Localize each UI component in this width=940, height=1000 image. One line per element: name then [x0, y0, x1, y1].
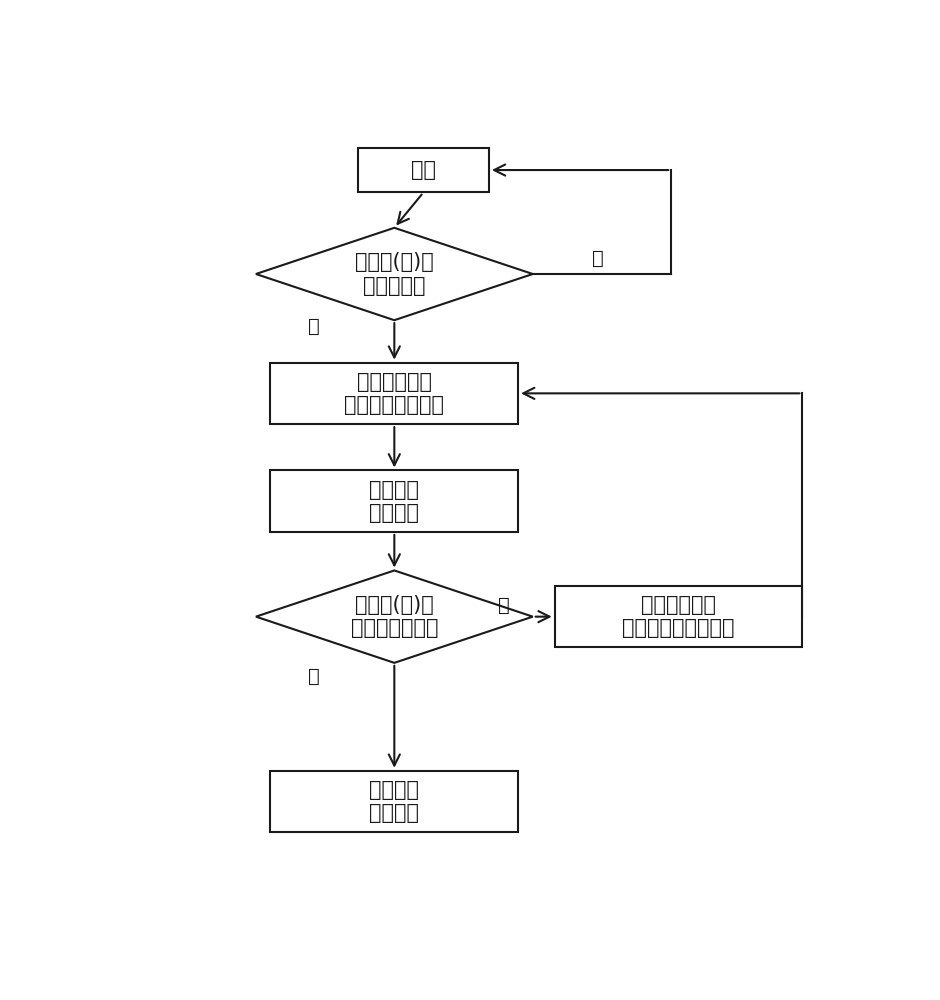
FancyBboxPatch shape — [271, 771, 518, 832]
Text: 开始: 开始 — [411, 160, 436, 180]
Text: 经过几个
采样周期: 经过几个 采样周期 — [369, 480, 419, 523]
FancyBboxPatch shape — [358, 148, 489, 192]
Polygon shape — [256, 570, 533, 663]
FancyBboxPatch shape — [271, 363, 518, 424]
Text: 是: 是 — [308, 317, 321, 336]
Text: 采用数学模型
再开启一台精密空调: 采用数学模型 再开启一台精密空调 — [622, 595, 735, 638]
Text: 关闭全部
精密空调: 关闭全部 精密空调 — [369, 780, 419, 823]
FancyBboxPatch shape — [555, 586, 802, 647]
Text: 室内温(湿)度
超上下限？: 室内温(湿)度 超上下限？ — [355, 252, 433, 296]
Text: 室内温(湿)度
达到关停限制？: 室内温(湿)度 达到关停限制？ — [351, 595, 438, 638]
Text: 否: 否 — [592, 249, 604, 268]
Polygon shape — [256, 228, 533, 320]
Text: 否: 否 — [498, 596, 509, 615]
Text: 是: 是 — [308, 666, 321, 685]
FancyBboxPatch shape — [271, 470, 518, 532]
Text: 采用数学模型
开启一台精密空调: 采用数学模型 开启一台精密空调 — [344, 372, 445, 415]
